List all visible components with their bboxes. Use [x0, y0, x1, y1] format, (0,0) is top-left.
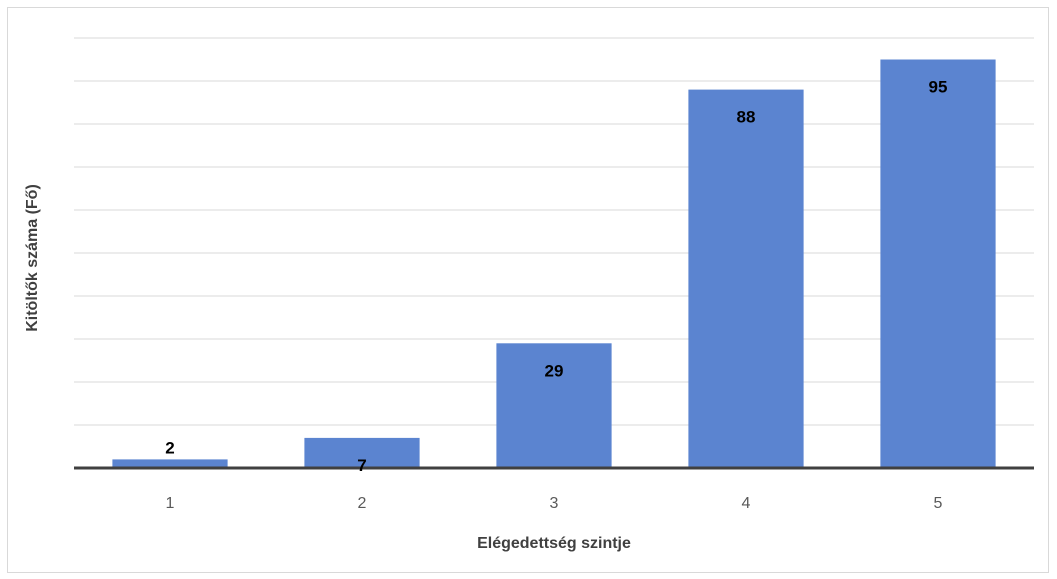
data-label: 29	[545, 361, 564, 380]
bar-5	[880, 59, 996, 468]
x-tick-label: 4	[742, 495, 751, 512]
gridlines	[74, 37, 1034, 426]
x-tick-labels: 1 2 3 4 5	[166, 495, 943, 512]
y-axis-title: Kitöltők száma (Fő)	[24, 184, 41, 332]
data-label: 7	[357, 456, 366, 475]
data-label: 88	[737, 108, 756, 127]
x-tick-label: 1	[166, 495, 175, 512]
data-label: 2	[165, 438, 174, 457]
bar-3	[496, 343, 612, 468]
x-tick-label: 5	[934, 495, 943, 512]
x-tick-label: 3	[550, 495, 559, 512]
bar-4	[688, 89, 804, 468]
chart-frame	[7, 7, 1049, 573]
x-tick-label: 2	[358, 495, 367, 512]
x-axis-title: Elégedettség szintje	[477, 535, 631, 552]
bar-2	[304, 437, 420, 468]
data-label: 95	[929, 78, 948, 97]
bar-1	[112, 459, 228, 468]
bars	[112, 59, 996, 468]
data-labels: 2 7 29 88 95	[165, 78, 947, 475]
